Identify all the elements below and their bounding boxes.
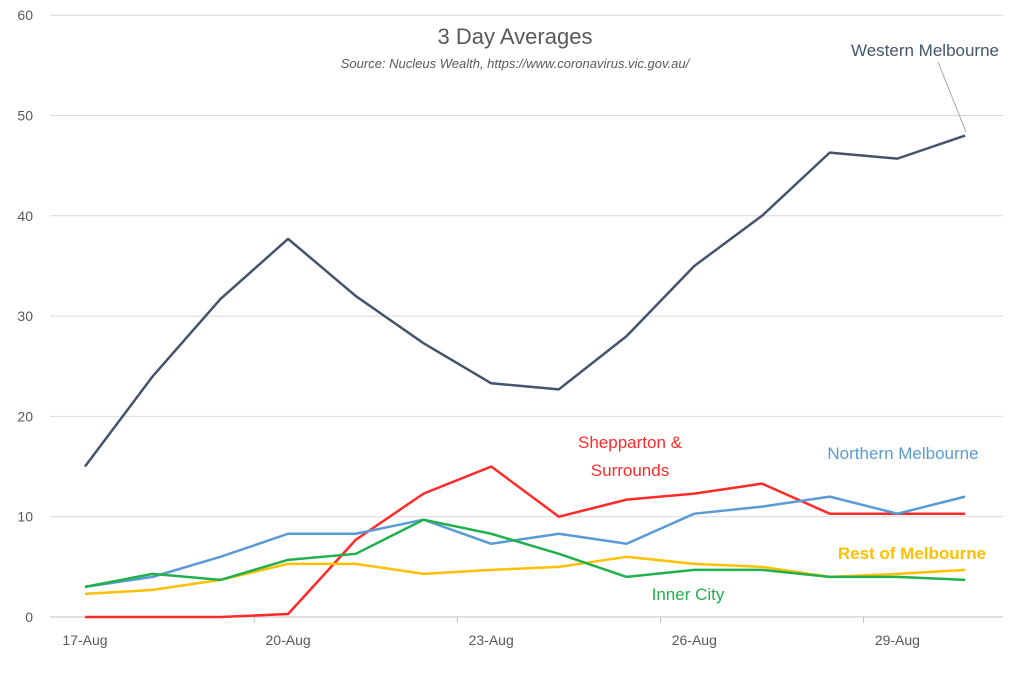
x-tick-label: 29-Aug: [875, 632, 920, 648]
y-tick-label: 10: [17, 509, 33, 525]
series-label: Rest of Melbourne: [838, 544, 986, 563]
chart-subtitle: Source: Nucleus Wealth, https://www.coro…: [341, 56, 691, 71]
y-tick-label: 50: [17, 108, 33, 124]
series-line-northern-melbourne: [84, 495, 966, 589]
y-tick-label: 20: [17, 408, 33, 424]
series-label: Northern Melbourne: [827, 444, 978, 463]
series-line-rest-of-melbourne: [84, 555, 966, 596]
series-line-shepparton-surrounds: [85, 465, 966, 619]
series-line-western-melbourne: [83, 134, 966, 468]
x-tick-label: 17-Aug: [62, 632, 107, 648]
series-label: Shepparton &: [578, 433, 683, 452]
series-label: Surrounds: [591, 461, 669, 480]
label-leader-line: [937, 61, 967, 133]
series-label: Western Melbourne: [851, 41, 999, 60]
series-line-inner-city: [84, 518, 966, 589]
x-tick-label: 23-Aug: [469, 632, 514, 648]
x-tick-label: 20-Aug: [266, 632, 311, 648]
series-label: Inner City: [652, 585, 725, 604]
chart-title: 3 Day Averages: [438, 24, 593, 49]
y-tick-label: 30: [17, 308, 33, 324]
y-tick-label: 40: [17, 208, 33, 224]
y-tick-label: 0: [25, 609, 33, 625]
x-tick-label: 26-Aug: [672, 632, 717, 648]
y-tick-label: 60: [17, 7, 33, 23]
